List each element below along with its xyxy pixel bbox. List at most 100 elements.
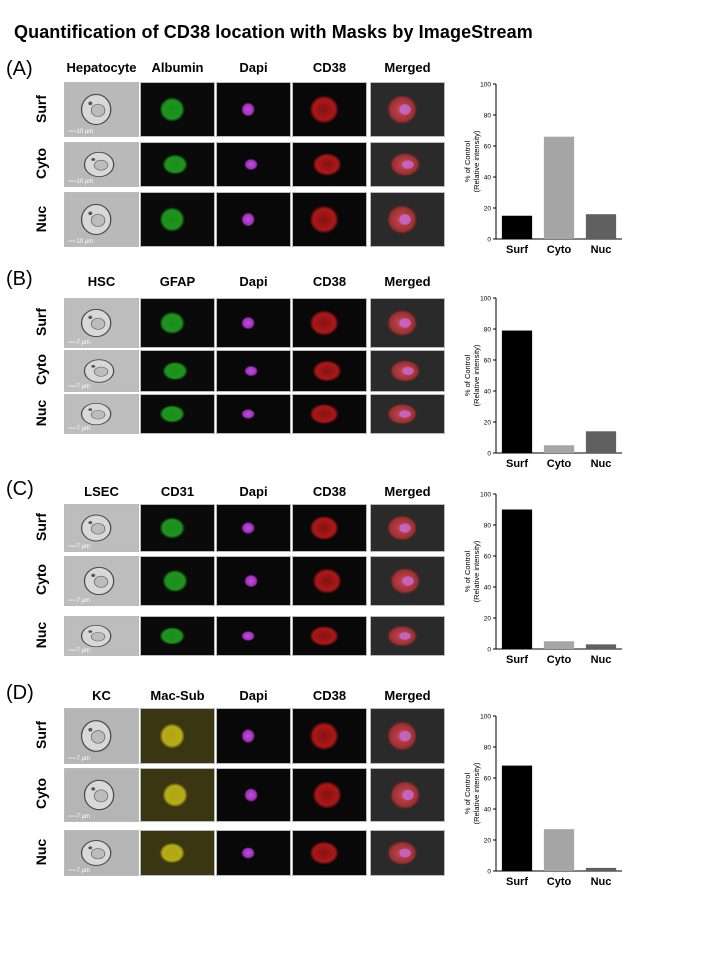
scale-bar-label: ▫▫▫▫7 µm	[68, 426, 90, 432]
column-header-cd31: CD31	[160, 484, 195, 499]
column-header-hepatocyte: Hepatocyte	[66, 60, 137, 75]
cell-image-surf-gfap	[140, 298, 215, 348]
cell-image-nuc-merged	[370, 192, 445, 247]
cell-image-surf-cd38	[292, 82, 367, 137]
cell-image-nuc-cd31	[140, 616, 215, 656]
y-tick-label: 100	[480, 296, 491, 303]
cell-image-cyto-cd31	[140, 556, 215, 606]
bar-chart-svg: 0 20 40 60 80 100 % of Control(Relative intens…	[463, 296, 622, 470]
column-header-cd38: CD38	[312, 60, 347, 75]
y-tick-label: 40	[484, 389, 492, 396]
cell-image-nuc-merged	[370, 394, 445, 434]
x-tick-label: Cyto	[547, 654, 572, 666]
y-tick-label: 20	[484, 616, 492, 623]
x-tick-label: Cyto	[547, 876, 572, 888]
cell-image-cyto-merged	[370, 556, 445, 606]
cell-image-nuc-cd38	[292, 616, 367, 656]
row-label-surf: Surf	[33, 721, 49, 749]
bar-nuc	[585, 214, 617, 239]
cell-image-nuc-lsec: ▫▫▫▫7 µm	[64, 616, 139, 656]
cell-image-cyto-hsc: ▫▫▫▫7 µm	[64, 350, 139, 392]
x-tick-label: Surf	[506, 458, 528, 470]
cell-image-nuc-cd38	[292, 394, 367, 434]
bar-surf	[501, 330, 533, 453]
scale-bar-label: ▫▫▫▫7 µm	[68, 598, 90, 604]
bar-chart-svg: 0 20 40 60 80 100 % of Control(Relative intens…	[463, 82, 622, 256]
cell-image-cyto-gfap	[140, 350, 215, 392]
column-header-merged: Merged	[384, 484, 431, 499]
bar-cyto	[543, 445, 575, 453]
bar-cyto	[543, 641, 575, 649]
x-tick-label: Cyto	[547, 458, 572, 470]
panel-a: (A) Hepatocyte Albumin Dapi CD38 Merged Surf ▫▫…	[0, 58, 720, 268]
cell-image-nuc-kc: ▫▫▫▫7 µm	[64, 830, 139, 876]
cell-image-cyto-merged	[370, 350, 445, 392]
column-header-mac-sub: Mac-Sub	[150, 688, 205, 703]
scale-bar-label: ▫▫▫▫10 µm	[68, 239, 94, 245]
panel-label: (C)	[6, 478, 34, 500]
bar-chart: 0 20 40 60 80 100 % of Control(Relative intens…	[440, 488, 630, 678]
row-label-nuc: Nuc	[33, 621, 49, 649]
column-header-albumin: Albumin	[151, 60, 204, 75]
y-axis-label: % of Control(Relative intensity)	[463, 762, 481, 824]
cell-image-nuc-cd38	[292, 830, 367, 876]
cell-image-nuc-hepatocyte: ▫▫▫▫10 µm	[64, 192, 139, 247]
cell-image-surf-dapi	[216, 82, 291, 137]
panel-c: (C) LSEC CD31 Dapi CD38 Merged Surf ▫▫▫▫7 µm Cyt…	[0, 478, 720, 688]
cell-image-surf-cd38	[292, 708, 367, 764]
bar-surf	[501, 509, 533, 649]
column-header-merged: Merged	[384, 688, 431, 703]
x-tick-label: Nuc	[591, 654, 612, 666]
column-header-dapi: Dapi	[239, 60, 268, 75]
cell-image-cyto-lsec: ▫▫▫▫7 µm	[64, 556, 139, 606]
cell-image-surf-hsc: ▫▫▫▫7 µm	[64, 298, 139, 348]
row-label-nuc: Nuc	[33, 399, 49, 427]
bar-nuc	[585, 431, 617, 453]
y-tick-label: 0	[487, 237, 491, 244]
row-label-nuc: Nuc	[33, 838, 49, 866]
y-tick-label: 40	[484, 175, 492, 182]
cell-image-nuc-dapi	[216, 192, 291, 247]
cell-image-surf-dapi	[216, 708, 291, 764]
scale-bar-label: ▫▫▫▫7 µm	[68, 648, 90, 654]
row-label-surf: Surf	[33, 308, 49, 336]
bar-chart: 0 20 40 60 80 100 % of Control(Relative intens…	[440, 78, 630, 268]
bar-surf	[501, 215, 533, 239]
y-tick-label: 40	[484, 585, 492, 592]
cell-image-cyto-cd38	[292, 768, 367, 822]
cell-image-cyto-dapi	[216, 556, 291, 606]
bar-nuc	[585, 867, 617, 871]
cell-image-nuc-hsc: ▫▫▫▫7 µm	[64, 394, 139, 434]
y-tick-label: 20	[484, 206, 492, 213]
cell-image-cyto-merged	[370, 142, 445, 187]
x-tick-label: Surf	[506, 876, 528, 888]
panel-label: (D)	[6, 682, 34, 704]
column-header-dapi: Dapi	[239, 484, 268, 499]
y-tick-label: 80	[484, 113, 492, 120]
row-label-cyto: Cyto	[33, 353, 49, 385]
y-axis-label: % of Control(Relative intensity)	[463, 344, 481, 406]
row-label-cyto: Cyto	[33, 563, 49, 595]
column-header-gfap: GFAP	[159, 274, 196, 289]
bar-nuc	[585, 644, 617, 649]
scale-bar-label: ▫▫▫▫10 µm	[68, 129, 94, 135]
bar-chart: 0 20 40 60 80 100 % of Control(Relative intens…	[440, 710, 630, 900]
y-tick-label: 20	[484, 838, 492, 845]
bar-chart: 0 20 40 60 80 100 % of Control(Relative intens…	[440, 292, 630, 482]
x-tick-label: Nuc	[591, 876, 612, 888]
column-header-kc: KC	[92, 688, 111, 703]
panel-label: (A)	[6, 58, 33, 80]
cell-image-surf-merged	[370, 708, 445, 764]
cell-image-surf-merged	[370, 298, 445, 348]
cell-image-surf-merged	[370, 82, 445, 137]
cell-image-nuc-dapi	[216, 394, 291, 434]
column-header-cd38: CD38	[312, 484, 347, 499]
cell-image-cyto-hepatocyte: ▫▫▫▫10 µm	[64, 142, 139, 187]
cell-image-surf-albumin	[140, 82, 215, 137]
x-tick-label: Nuc	[591, 244, 612, 256]
cell-image-cyto-albumin	[140, 142, 215, 187]
bar-chart-svg: 0 20 40 60 80 100 % of Control(Relative intens…	[463, 492, 622, 666]
scale-bar-label: ▫▫▫▫7 µm	[68, 384, 90, 390]
cell-image-surf-kc: ▫▫▫▫7 µm	[64, 708, 139, 764]
column-header-dapi: Dapi	[239, 274, 268, 289]
